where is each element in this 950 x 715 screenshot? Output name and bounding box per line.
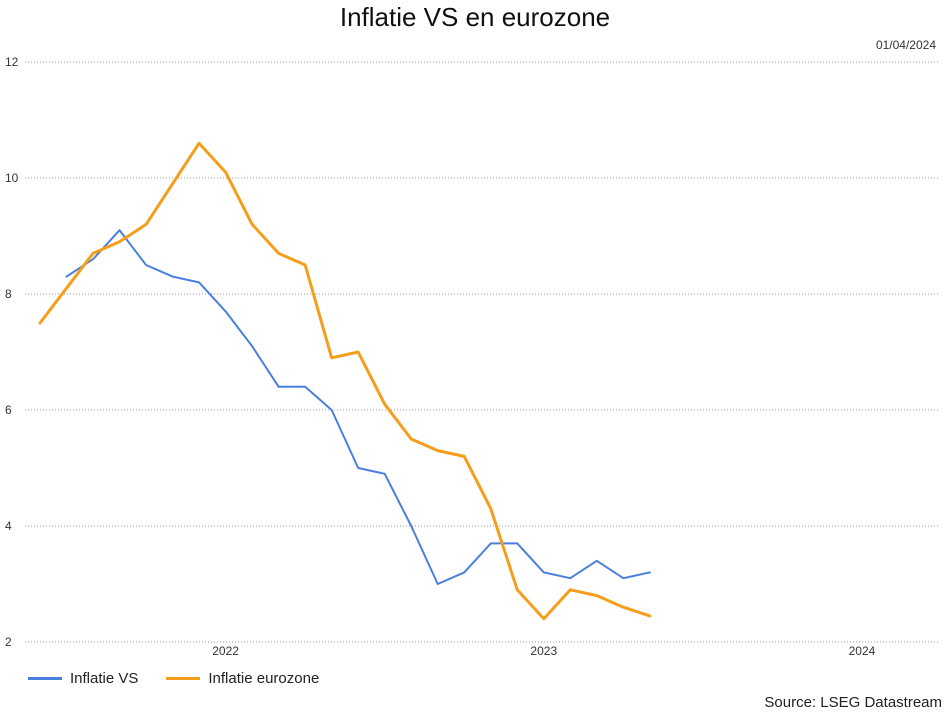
x-tick-label-2023: 2023 [530, 644, 557, 658]
series-line-eurozone [38, 141, 652, 621]
legend-label-us: Inflatie VS [70, 670, 139, 687]
legend-swatch-us [28, 677, 62, 680]
legend-item-eurozone[interactable]: Inflatie eurozone [166, 670, 319, 687]
y-tick-label-8: 8 [5, 287, 12, 301]
series-lines [38, 141, 652, 621]
y-tick-label-2: 2 [5, 635, 12, 649]
chart-date: 01/04/2024 [875, 38, 936, 52]
chart-title: Inflatie VS en eurozone [339, 2, 611, 32]
x-tick-label-2022: 2022 [212, 644, 239, 658]
y-axis-ticks: 2 4 6 8 10 12 [5, 55, 19, 649]
legend-label-eurozone: Inflatie eurozone [208, 670, 320, 687]
legend: Inflatie VS Inflatie eurozone [28, 670, 319, 687]
y-tick-label-6: 6 [5, 403, 12, 417]
grid-lines [25, 61, 938, 643]
y-tick-label-10: 10 [5, 171, 19, 185]
y-tick-label-4: 4 [5, 519, 12, 533]
legend-swatch-eurozone [166, 677, 201, 680]
series-line-us [65, 229, 651, 585]
legend-item-us[interactable]: Inflatie VS [28, 670, 138, 687]
y-tick-label-12: 12 [5, 55, 19, 69]
x-axis-ticks: 2022 2023 2024 [212, 644, 875, 658]
source-note: Source: LSEG Datastream [764, 694, 942, 711]
x-tick-label-2024: 2024 [849, 644, 876, 658]
